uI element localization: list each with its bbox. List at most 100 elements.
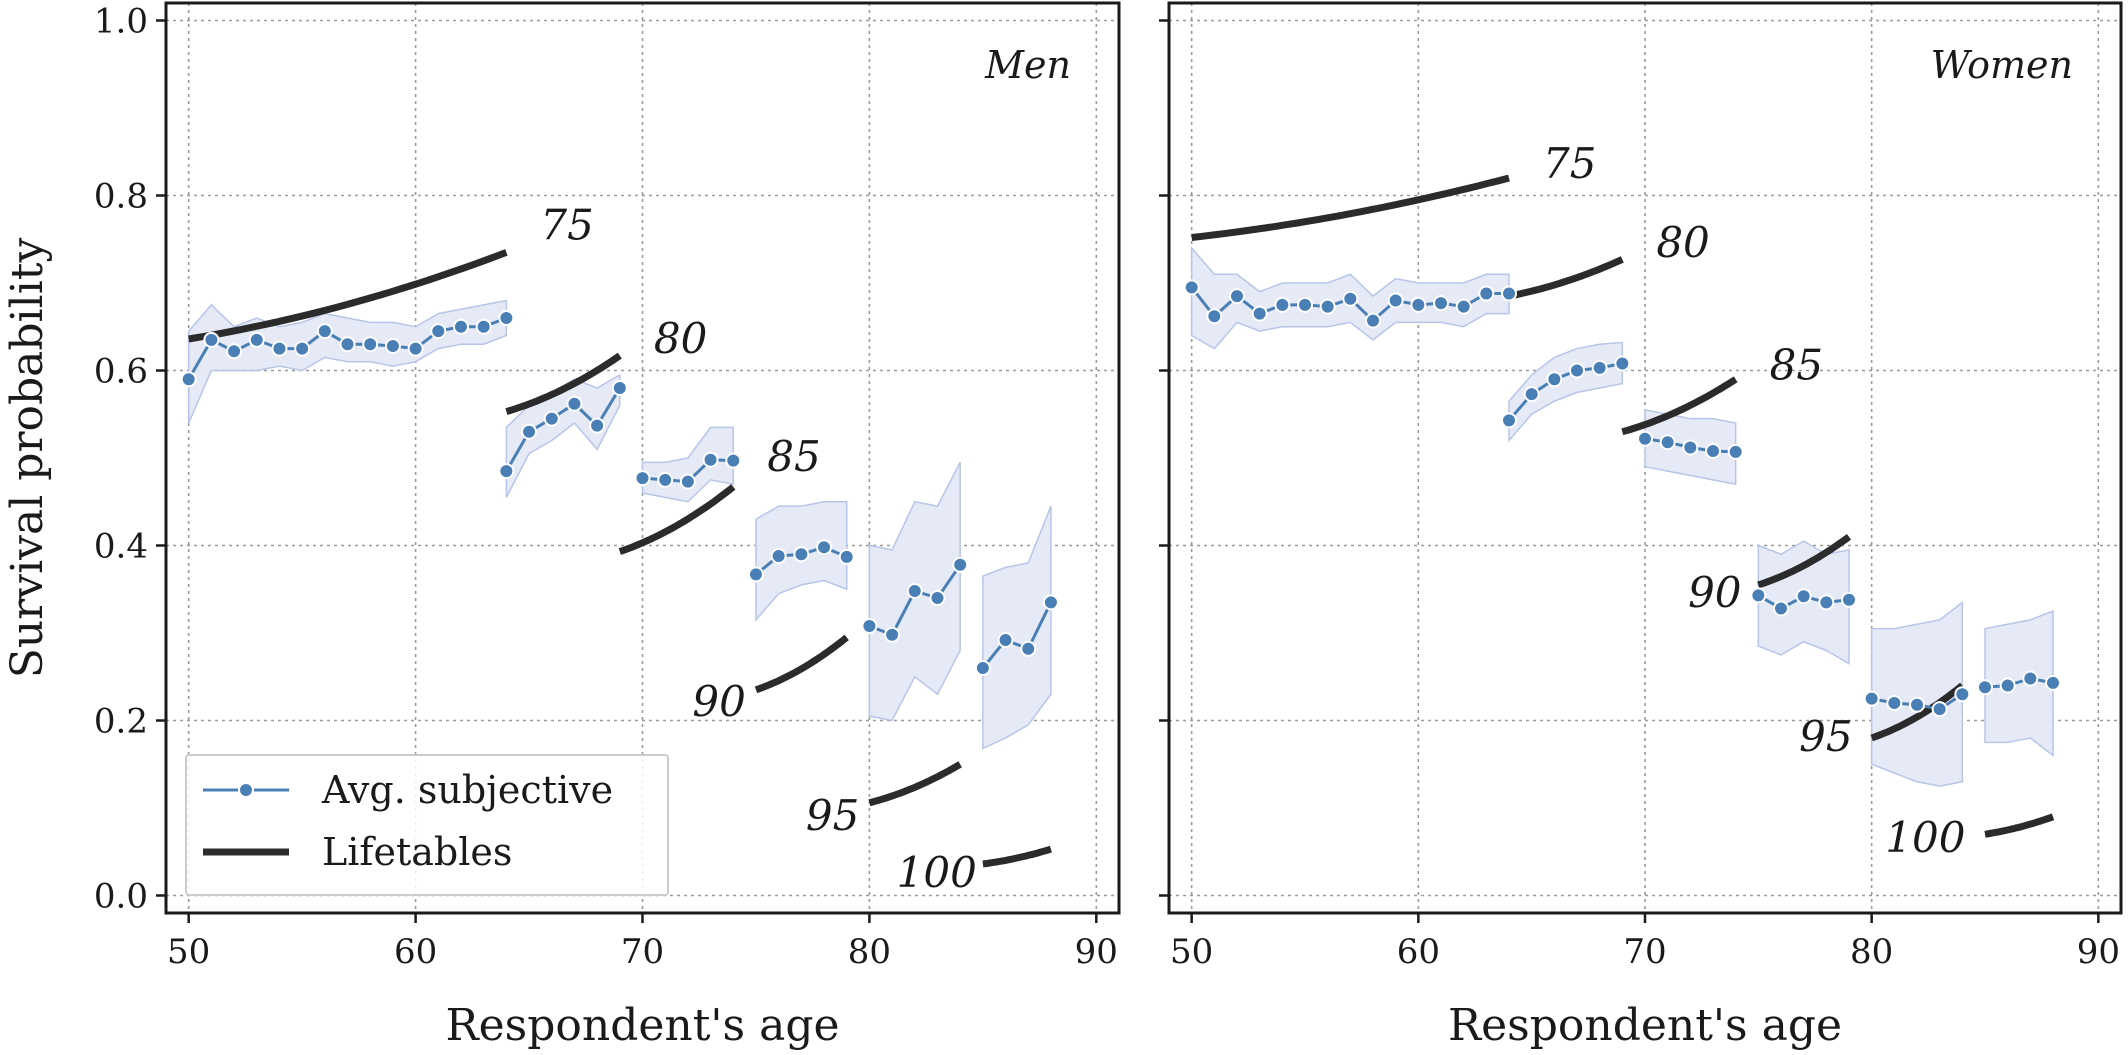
- x-tick-label: 90: [1075, 932, 1118, 972]
- y-tick-label: 0.4: [94, 527, 148, 567]
- subjective-point: [1274, 296, 1291, 313]
- subjective-point: [1977, 679, 1993, 696]
- subjective-point: [1682, 439, 1699, 456]
- subjective-point: [861, 618, 878, 634]
- x-tick-label: 80: [1850, 932, 1893, 972]
- subjective-point: [521, 423, 538, 440]
- panel-title: Men: [984, 43, 1071, 87]
- subjective-point: [702, 451, 719, 468]
- subjective-point: [1342, 290, 1359, 307]
- subjective-point: [974, 660, 991, 676]
- subjective-point: [589, 417, 606, 434]
- subjective-point: [1206, 308, 1223, 325]
- x-tick-label: 50: [167, 932, 210, 972]
- y-tick-label: 0.0: [94, 877, 148, 917]
- subjective-point: [498, 310, 515, 326]
- subjective-point: [430, 323, 447, 340]
- subjective-point: [1455, 298, 1472, 315]
- subjective-point: [1931, 701, 1948, 718]
- lifetable-curve-95: [1870, 682, 1965, 742]
- subjective-point: [747, 566, 764, 583]
- subjective-point: [1501, 285, 1517, 302]
- subjective-point: [248, 331, 265, 348]
- subjective-point: [271, 340, 288, 357]
- lifetable-label-85: 85: [767, 432, 820, 481]
- legend-box: [185, 754, 669, 896]
- lifetable-curve-90: [1757, 533, 1852, 589]
- subjective-point: [997, 632, 1014, 648]
- subjective-point: [543, 410, 560, 427]
- subjective-point: [339, 336, 356, 353]
- subjective-point: [384, 338, 401, 354]
- confidence-band-85: [641, 426, 735, 503]
- subjective-point: [362, 336, 379, 353]
- x-axis-label: Respondent's age: [445, 1000, 839, 1051]
- subjective-point: [906, 583, 923, 599]
- lifetable-curve-95: [868, 761, 962, 807]
- lifetable-label-100: 100: [897, 848, 977, 897]
- y-tick-label: 0.6: [94, 352, 148, 392]
- subjective-point: [1727, 443, 1744, 460]
- y-axis-label: Survival probability: [2, 238, 53, 679]
- subjective-point: [1909, 696, 1925, 713]
- subjective-point: [1501, 412, 1517, 429]
- subjective-point: [1863, 690, 1880, 707]
- subjective-point: [1614, 355, 1631, 372]
- x-tick-label: 60: [394, 932, 437, 972]
- legend-label-subjective: Avg. subjective: [321, 768, 613, 812]
- subjective-point: [1297, 296, 1313, 313]
- subjective-line-100: [1984, 676, 2054, 689]
- x-tick-label: 70: [621, 932, 664, 972]
- subjective-point: [1229, 288, 1245, 305]
- y-tick-label: 0.8: [94, 177, 148, 217]
- subjective-point: [316, 323, 333, 340]
- lifetable-label-95: 95: [806, 791, 859, 840]
- subjective-point: [679, 473, 696, 490]
- x-tick-label: 70: [1623, 932, 1666, 972]
- subjective-point: [566, 395, 583, 412]
- subjective-point: [294, 340, 311, 357]
- confidence-band-75: [187, 299, 508, 424]
- subjective-point: [1319, 298, 1336, 315]
- subjective-point: [1886, 695, 1903, 711]
- lifetable-label-80: 80: [1656, 218, 1709, 267]
- subjective-point: [770, 548, 787, 564]
- subjective-point: [1020, 640, 1037, 657]
- subjective-point: [1705, 443, 1721, 459]
- subjective-point: [1999, 677, 2016, 694]
- subjective-point: [634, 470, 651, 487]
- subjective-point: [1591, 359, 1608, 376]
- subjective-point: [498, 463, 515, 480]
- subjective-point: [180, 371, 197, 388]
- legend-marker-subjective: [238, 782, 254, 798]
- subjective-point: [1251, 305, 1268, 322]
- x-tick-label: 80: [848, 932, 891, 972]
- subjective-point: [611, 380, 628, 396]
- subjective-point: [475, 318, 492, 335]
- lifetable-label-90: 90: [1688, 568, 1741, 617]
- subjective-point: [1546, 371, 1563, 388]
- legend: Avg. subjective Lifetables: [185, 754, 669, 896]
- confidence-band-100: [982, 505, 1052, 750]
- confidence-band-95: [1870, 600, 1964, 787]
- subjective-point: [226, 343, 243, 360]
- x-tick-label: 50: [1170, 932, 1213, 972]
- subjective-point: [929, 590, 946, 606]
- subjective-point: [816, 539, 833, 556]
- lifetable-label-100: 100: [1885, 813, 1965, 862]
- subjective-point: [203, 331, 220, 348]
- subjective-point: [1387, 292, 1404, 309]
- subjective-point: [1841, 591, 1857, 608]
- subjective-point: [1795, 588, 1812, 605]
- subjective-point: [1773, 600, 1789, 617]
- subjective-point: [1433, 295, 1449, 312]
- subjective-point: [1183, 279, 1200, 296]
- lifetable-curve-75: [1191, 174, 1510, 241]
- subjective-point: [1569, 362, 1585, 379]
- subjective-point: [793, 546, 810, 563]
- subjective-point: [452, 318, 469, 335]
- subjective-point: [838, 548, 855, 565]
- subjective-point: [407, 340, 424, 357]
- panel-men: 75 80 85 90 95 100 50 60 70 80 90 0.0 0.2 0.4 0.6 0.8 1.…: [94, 1, 1121, 1051]
